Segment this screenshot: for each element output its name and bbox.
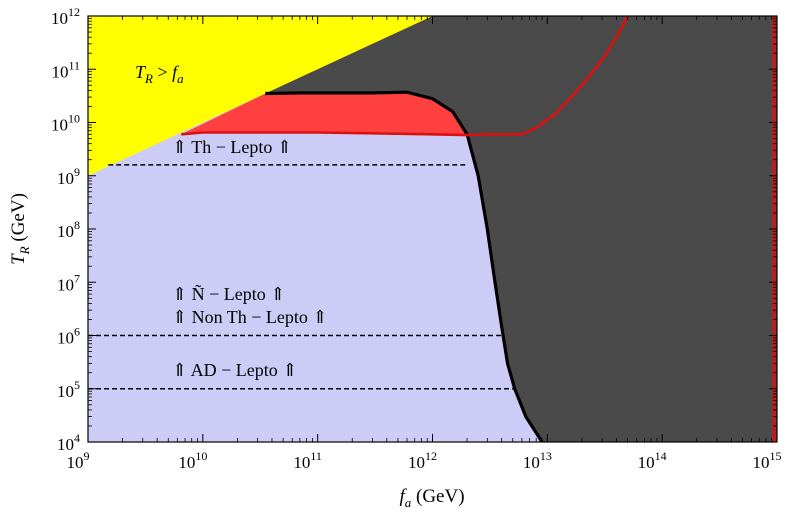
- x-tick-base: 10: [178, 453, 195, 472]
- x-tick-exp: 14: [655, 449, 667, 463]
- y-tick-base: 10: [57, 275, 74, 294]
- x-tick-exp: 15: [770, 449, 782, 463]
- y-tick-base: 10: [51, 9, 68, 28]
- y-tick-exp: 6: [74, 325, 80, 339]
- plot-regions: [88, 16, 777, 442]
- x-tick-exp: 10: [195, 449, 207, 463]
- x-tick-label: 1010: [178, 449, 207, 472]
- y-tick-exp: 10: [68, 112, 80, 126]
- x-tick-exp: 13: [540, 449, 552, 463]
- y-tick-exp: 7: [74, 271, 80, 285]
- y-tick-exp: 11: [68, 58, 80, 72]
- tr-gt-fa-label: TR > fa: [135, 62, 184, 86]
- x-tick-label: 1013: [523, 449, 552, 472]
- y-tick-base: 10: [57, 169, 74, 188]
- x-tick-base: 10: [67, 453, 84, 472]
- x-axis-label-var: f: [399, 486, 407, 507]
- axis-labels: fa (GeV)TR (GeV): [8, 193, 465, 510]
- x-tick-base: 10: [293, 453, 310, 472]
- y-tick-base: 10: [51, 62, 68, 81]
- y-tick-exp: 9: [74, 165, 80, 179]
- y-tick-base: 10: [57, 435, 74, 454]
- x-tick-base: 10: [638, 453, 655, 472]
- x-tick-label: 1015: [753, 449, 782, 472]
- y-tick-label: 106: [57, 325, 80, 348]
- reference-line-label: ⇑ Th − Lepto ⇑: [172, 137, 292, 157]
- x-axis-label-sub: a: [405, 495, 412, 510]
- tr-gt-fa-part: T: [135, 62, 147, 82]
- y-tick-label: 104: [57, 431, 80, 454]
- black-boundary-line: [265, 90, 544, 442]
- x-tick-base: 10: [523, 453, 540, 472]
- y-tick-label: 108: [57, 218, 80, 241]
- y-axis-label: TR (GeV): [8, 193, 32, 265]
- x-tick-label: 1011: [293, 449, 322, 472]
- x-tick-label: 1014: [638, 449, 667, 472]
- y-tick-base: 10: [51, 116, 68, 135]
- x-tick-base: 10: [408, 453, 425, 472]
- y-tick-base: 10: [57, 382, 74, 401]
- x-tick-exp: 12: [425, 449, 437, 463]
- x-axis-label: fa (GeV): [399, 486, 464, 510]
- x-tick-exp: 11: [310, 449, 322, 463]
- x-tick-label: 1012: [408, 449, 437, 472]
- y-tick-base: 10: [57, 329, 74, 348]
- y-tick-label: 109: [57, 165, 80, 188]
- x-tick-base: 10: [753, 453, 770, 472]
- y-tick-label: 1010: [51, 112, 80, 135]
- y-tick-label: 1012: [51, 5, 80, 28]
- x-tick-label: 109: [67, 449, 90, 472]
- n-tilde-lepto-label: ⇑ Ñ − Lepto ⇑: [172, 283, 285, 304]
- y-tick-exp: 12: [68, 5, 80, 19]
- y-tick-exp: 8: [74, 218, 80, 232]
- tr-gt-fa-part: R: [144, 71, 153, 86]
- tr-gt-fa-part: f: [172, 62, 180, 82]
- red-boundary-line: [181, 16, 629, 137]
- y-tick-label: 1011: [51, 58, 80, 81]
- y-tick-label: 107: [57, 271, 80, 294]
- reference-lines: [88, 164, 515, 390]
- y-tick-base: 10: [57, 222, 74, 241]
- excluded-dark-region: [265, 16, 777, 442]
- tr-gt-fa-part: a: [177, 71, 184, 86]
- y-axis-label-unit: (GeV): [8, 193, 29, 246]
- y-tick-exp: 5: [74, 378, 80, 392]
- reference-line-label: ⇑ AD − Lepto ⇑: [172, 360, 297, 380]
- reference-line-label: ⇑ Non Th − Lepto ⇑: [172, 307, 327, 327]
- y-axis-label-var: T: [8, 253, 29, 265]
- x-axis-label-unit: (GeV): [411, 486, 464, 507]
- tr-gt-fa-region: [88, 16, 433, 176]
- annotations: TR > fa ⇑ Th − Lepto ⇑ ⇑ Non Th − Lepto ⇑ ⇑…: [135, 62, 327, 380]
- x-axis-ticks: 109 1010 1011 1012 1013 1014 1015: [67, 16, 782, 472]
- x-tick-exp: 9: [84, 449, 90, 463]
- tr-gt-fa-part: >: [153, 62, 172, 82]
- y-tick-label: 105: [57, 378, 80, 401]
- y-axis-label-sub: R: [17, 246, 32, 255]
- y-tick-exp: 4: [74, 431, 80, 445]
- red-excluded-region: [181, 92, 468, 136]
